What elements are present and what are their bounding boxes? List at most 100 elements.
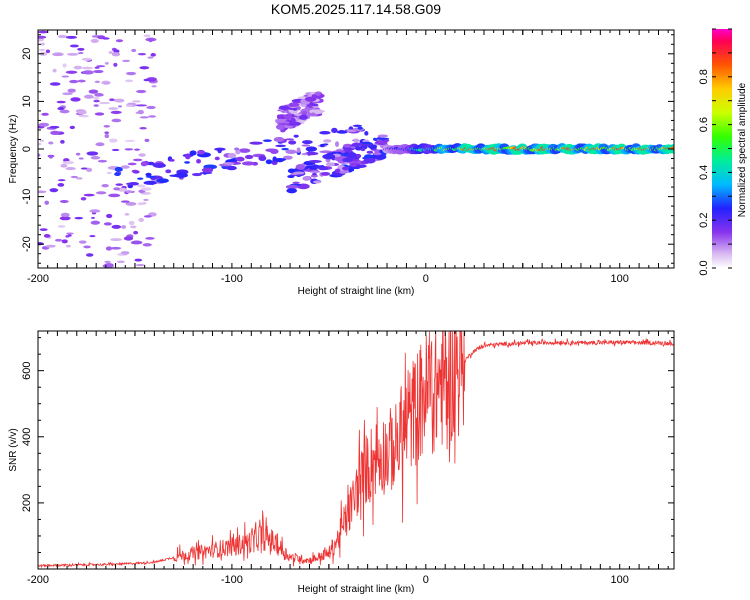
spectrogram-cell: [125, 201, 137, 206]
spectrogram-cell: [343, 143, 353, 148]
spectrogram-cell: [84, 94, 94, 99]
spectrogram-cell: [111, 148, 120, 151]
spectrogram-cell: [83, 193, 95, 197]
spectrogram-cell: [103, 82, 110, 85]
spectrogram-cell: [146, 105, 156, 110]
snr-x-label: Height of straight line (km): [298, 584, 415, 595]
spectrogram-cell: [49, 125, 60, 129]
spectrogram-cell: [90, 216, 95, 219]
spectrogram-cell: [50, 130, 60, 136]
spectrogram-cell: [364, 154, 374, 159]
spectrogram-cell: [110, 110, 122, 114]
spectrogram-cell: [62, 63, 67, 68]
spectrogram-cell: [288, 140, 297, 145]
spectrogram-cell: [276, 158, 284, 163]
spectrogram-cell: [86, 167, 93, 172]
spectrogram-cell: [273, 137, 285, 142]
spectrogram-cell: [278, 105, 290, 111]
spectrogram-cell: [293, 113, 302, 116]
spectrogram-cell: [77, 110, 87, 115]
spectrogram-cell: [360, 147, 366, 152]
spectrogram-cell: [94, 80, 101, 83]
spec-xtick-label: -200: [27, 273, 49, 285]
spectrogram-cell: [292, 181, 300, 185]
spectrogram-cell: [137, 177, 144, 180]
spectrogram-cell: [59, 109, 70, 114]
spectrogram-cell: [275, 124, 286, 130]
spectrogram-cell: [104, 62, 109, 65]
spectrogram-cell: [235, 156, 245, 162]
spectrogram-cell: [238, 148, 251, 153]
spectrogram-cell: [77, 52, 84, 55]
spectrogram-cell: [121, 225, 127, 229]
spec-xtick-label: 0: [423, 273, 429, 285]
spectrogram-cell: [139, 66, 150, 70]
spectrogram-cell: [134, 148, 141, 151]
colorbar-tick-label: 0.2: [698, 213, 710, 228]
spectrogram-cell: [323, 139, 332, 143]
spectrogram-cell: [38, 122, 50, 127]
spectrogram-cell: [97, 159, 108, 163]
spectrogram-cell: [120, 165, 130, 169]
spectrogram-cell: [290, 117, 296, 124]
spectrogram-cell: [45, 49, 51, 54]
spectrogram-cell: [148, 38, 153, 43]
spectrogram-cell: [302, 140, 313, 145]
spectrogram-cell: [283, 113, 294, 120]
spectrogram-cell: [156, 178, 169, 184]
spectrogram-cell: [310, 174, 318, 178]
spectrogram-cell: [308, 105, 313, 108]
spectrogram-cell: [143, 34, 151, 38]
spectrogram-cell: [265, 159, 273, 165]
spectrogram-cell: [143, 198, 149, 201]
spectrogram-cell: [136, 89, 147, 94]
spectrogram-cell: [184, 153, 191, 160]
spectrogram-cell: [319, 150, 333, 154]
spectrogram-cell: [113, 62, 118, 67]
spectrogram-cell: [57, 106, 65, 111]
spectrogram-cell: [102, 263, 114, 268]
spectrogram-cell: [88, 89, 99, 94]
spectrogram-cell: [275, 144, 287, 148]
snr-x-ticks: -200 -100 0 100: [27, 331, 669, 586]
spectrogram-cell: [92, 96, 100, 100]
colorbar-tick-label: 0.4: [698, 165, 710, 180]
spectrogram-cell: [241, 161, 255, 166]
spectrogram-cell: [114, 166, 123, 172]
spectrogram-cell: [120, 200, 130, 203]
spectrogram-cell: [81, 66, 93, 70]
spectrogram-cell: [217, 147, 222, 154]
spectrogram-cell: [65, 70, 78, 74]
spectrogram-cell: [38, 48, 46, 51]
spectrogram-cell: [115, 39, 124, 43]
spectrogram-cell: [139, 127, 147, 130]
spectrogram-cell: [148, 79, 156, 82]
spectrogram-cell: [130, 240, 143, 245]
spectrogram-cell: [125, 104, 134, 108]
spectrogram-cell: [321, 171, 331, 176]
spectrogram-cell: [140, 187, 152, 191]
spectrogram-cell: [127, 162, 137, 166]
spectrogram-cell: [38, 30, 49, 34]
spectrogram-cell: [93, 104, 99, 107]
spectrogram-cell: [90, 156, 101, 160]
spectrogram-cell: [114, 172, 121, 177]
spec-xtick-label: -100: [221, 273, 243, 285]
spectrogram-cell: [38, 190, 47, 194]
snr-ytick-label: 400: [21, 428, 33, 446]
spectrogram-cell: [95, 142, 105, 147]
snr-y-label: SNR (v/v): [8, 428, 19, 471]
spectrogram-cell: [103, 222, 112, 226]
spectrogram-cell: [124, 139, 136, 142]
spectrogram-cell: [73, 65, 83, 70]
spectrogram-cell: [38, 142, 42, 146]
spectrogram-cell: [90, 220, 101, 225]
colorbar-gradient: [712, 29, 732, 268]
spectrogram-cell: [44, 200, 50, 205]
spectrogram-cell: [61, 239, 68, 244]
spectrogram-cell: [132, 100, 141, 103]
spectrogram-cell: [111, 118, 122, 123]
spectrogram-cell: [89, 209, 101, 213]
spectrogram-cell: [95, 65, 106, 68]
spectrogram-cell: [62, 160, 75, 165]
